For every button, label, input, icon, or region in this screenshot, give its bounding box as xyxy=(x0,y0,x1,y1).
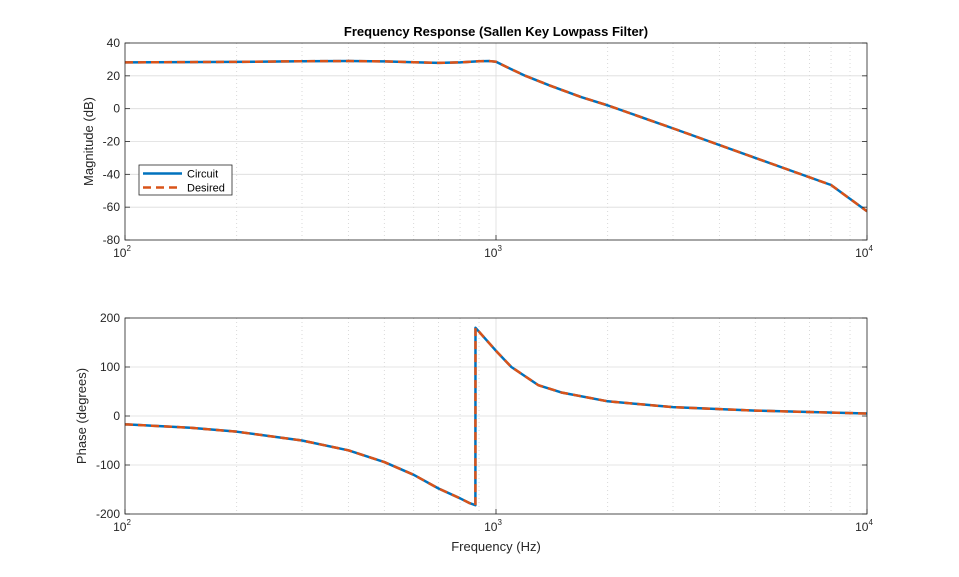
phase-y-tick-label: 0 xyxy=(113,409,120,423)
legend: Circuit Desired xyxy=(138,164,233,196)
magnitude-axes: -80 -60 -40 -20 0 20 40 102 103 104 Frequency Re… xyxy=(81,24,873,260)
magnitude-x-ticks: 102 103 104 xyxy=(113,235,873,260)
phase-y-tick-label: -100 xyxy=(96,458,120,472)
magnitude-x-tick-label: 102 xyxy=(113,244,131,260)
phase-x-axis-label: Frequency (Hz) xyxy=(451,539,541,554)
magnitude-y-tick-label: -40 xyxy=(103,167,121,181)
phase-series xyxy=(125,326,867,507)
phase-x-tick-label: 102 xyxy=(113,518,131,534)
magnitude-x-tick-label: 104 xyxy=(855,244,873,260)
phase-y-tick-label: 200 xyxy=(100,311,120,325)
phase-y-tick-label: 100 xyxy=(100,360,120,374)
magnitude-x-tick-label: 103 xyxy=(484,244,502,260)
magnitude-y-tick-label: -20 xyxy=(103,135,121,149)
phase-x-tick-label: 103 xyxy=(484,518,502,534)
legend-label-desired: Desired xyxy=(187,183,225,195)
legend-box xyxy=(138,164,233,196)
magnitude-y-tick-label: -80 xyxy=(103,233,121,247)
magnitude-y-tick-label: -60 xyxy=(103,200,121,214)
magnitude-y-tick-label: 20 xyxy=(107,69,121,83)
phase-y-tick-label: -200 xyxy=(96,507,120,521)
magnitude-series xyxy=(125,59,867,213)
phase-y-axis-label: Phase (degrees) xyxy=(74,368,89,464)
phase-axes: -200 -100 0 100 200 102 103 104 Frequency (Hz)… xyxy=(74,311,873,554)
magnitude-y-tick-label: 40 xyxy=(107,36,121,50)
magnitude-y-ticks: -80 -60 -40 -20 0 20 40 xyxy=(103,36,867,247)
magnitude-line-desired xyxy=(125,59,867,213)
phase-x-tick-label: 104 xyxy=(855,518,873,534)
legend-label-circuit: Circuit xyxy=(187,169,218,181)
magnitude-title: Frequency Response (Sallen Key Lowpass F… xyxy=(344,24,648,39)
phase-x-ticks: 102 103 104 xyxy=(113,509,873,534)
magnitude-y-tick-label: 0 xyxy=(113,102,120,116)
magnitude-y-axis-label: Magnitude (dB) xyxy=(81,97,96,186)
phase-y-ticks: -200 -100 0 100 200 xyxy=(96,311,867,521)
phase-line-desired xyxy=(125,326,867,507)
